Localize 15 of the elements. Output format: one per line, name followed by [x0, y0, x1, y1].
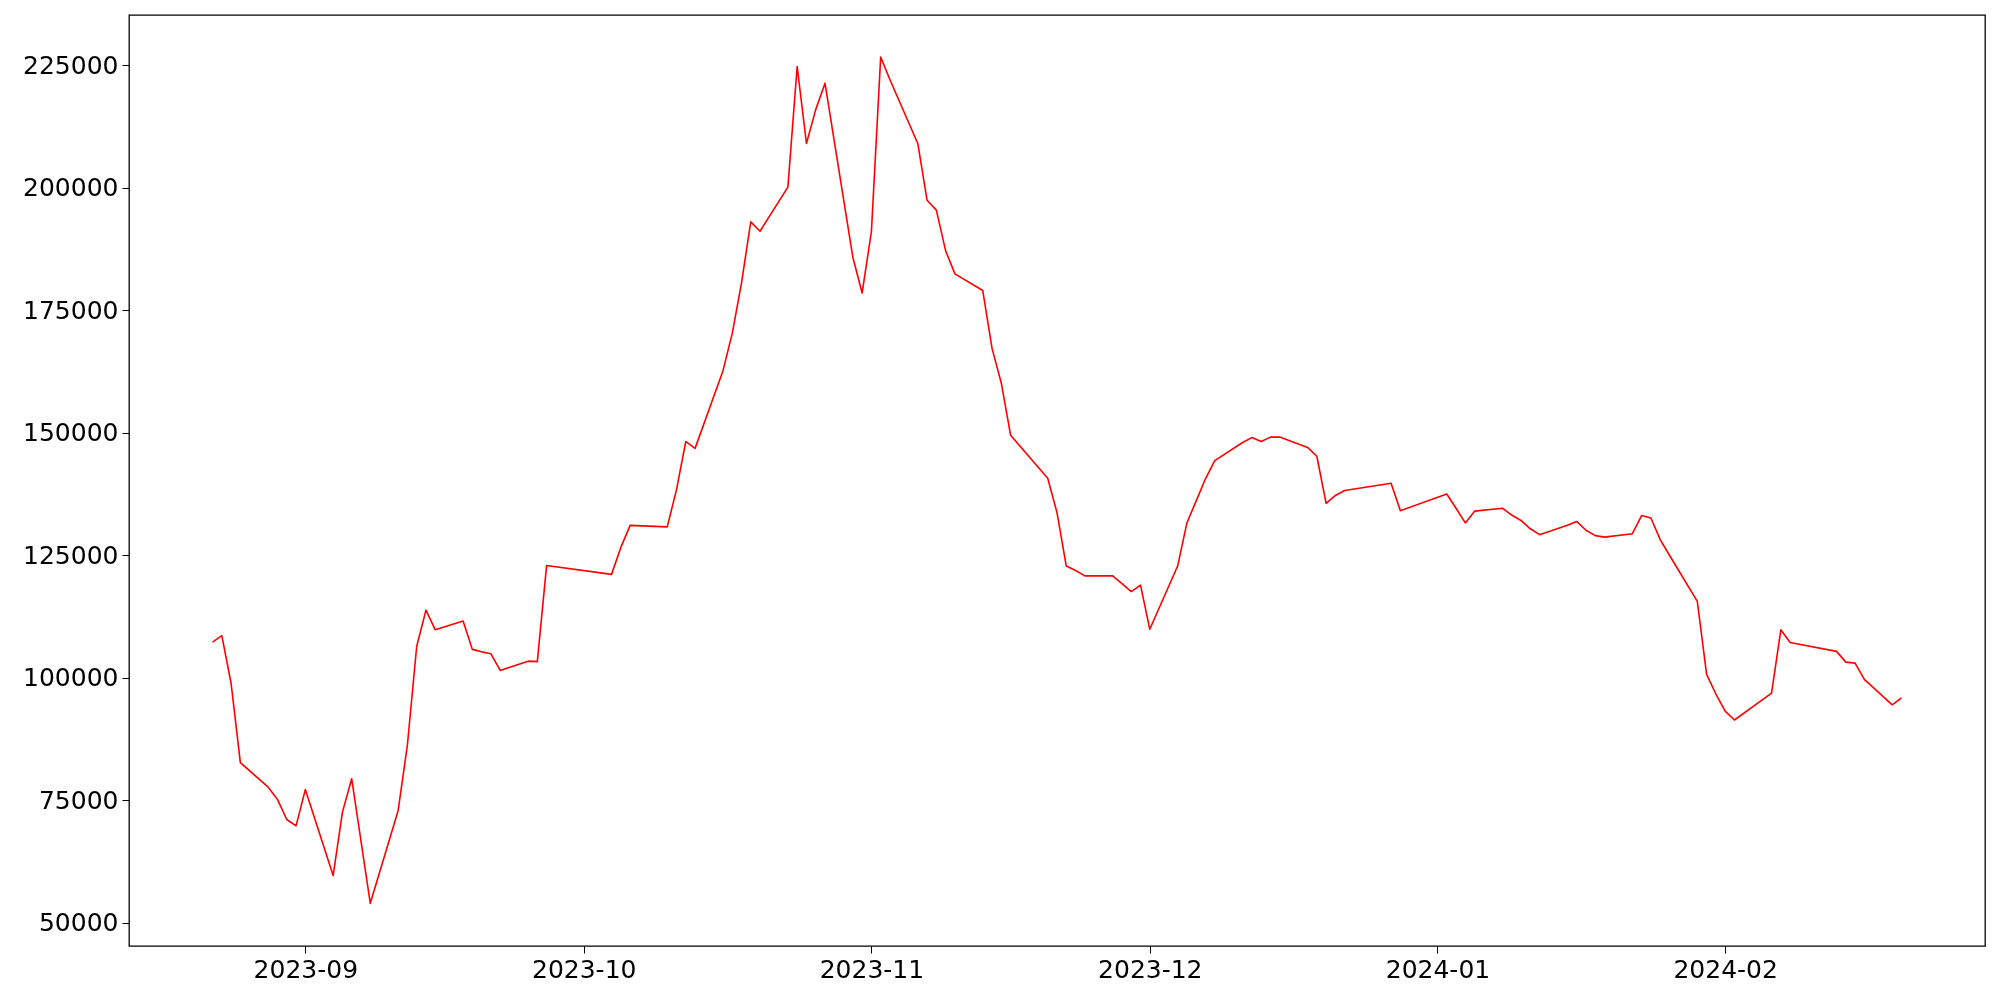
- y-tick-label: 125000: [23, 540, 119, 570]
- y-tick-label: 100000: [23, 663, 119, 693]
- line-series: [211, 56, 1903, 905]
- x-tick-label: 2023-11: [819, 954, 925, 984]
- x-tick-label: 2023-10: [531, 954, 637, 984]
- y-tick-label: 50000: [38, 908, 119, 938]
- x-tick-label: 2023-09: [253, 954, 359, 984]
- y-tick-label: 175000: [23, 295, 119, 325]
- x-tick-label: 2024-02: [1673, 954, 1778, 984]
- x-tick-label: 2024-01: [1385, 954, 1491, 984]
- y-tick-label: 75000: [38, 785, 119, 815]
- y-tick-label: 225000: [23, 50, 119, 80]
- y-tick-label: 150000: [23, 418, 119, 448]
- y-tick-label: 200000: [23, 173, 119, 203]
- x-tick-label: 2023-12: [1098, 954, 1203, 984]
